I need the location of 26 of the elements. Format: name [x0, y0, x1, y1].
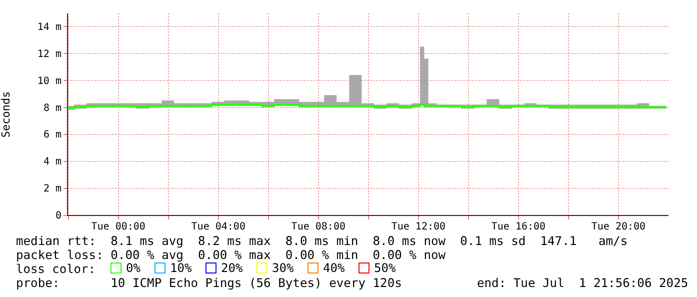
- y-tick-label: 6 m: [43, 130, 62, 141]
- y-tick-label: 10 m: [37, 76, 62, 87]
- y-tick-label: 12 m: [37, 48, 62, 60]
- text: packet loss: 0.00 % avg 0.00 % max 0.00 % min 0.00 % now: [16, 248, 446, 262]
- legend-label: 20%: [221, 261, 244, 275]
- y-tick-label: 14 m: [37, 22, 62, 33]
- text: probe: 10 ICMP Echo Pings (56 Bytes) every 120s: [16, 276, 402, 290]
- legend-title: loss color:: [16, 262, 96, 276]
- x-tick-label: Tue 16:00: [491, 222, 546, 232]
- x-tick-label: Tue 04:00: [191, 222, 246, 232]
- y-tick-label: 2 m: [43, 184, 62, 195]
- legend-label: 50%: [374, 261, 396, 275]
- y-tick-label: 0: [55, 210, 62, 222]
- legend-label: 40%: [323, 261, 346, 275]
- y-axis-title: Seconds: [0, 91, 12, 138]
- y-tick-label: 4 m: [43, 156, 62, 168]
- text: end: Tue Jul 1 21:56:06 2025: [477, 276, 688, 290]
- x-tick-label: Tue 08:00: [291, 222, 346, 232]
- legend-label: 10%: [170, 261, 192, 275]
- y-tick-label: 8 m: [43, 102, 62, 114]
- x-tick-label: Tue 20:00: [591, 222, 646, 232]
- text: median rtt: 8.1 ms avg 8.2 ms max 8.0 ms min 8.0 ms now 0.1 ms sd 147.1 am/s: [16, 234, 628, 248]
- legend-label: 0%: [126, 261, 142, 275]
- x-tick-label: Tue 12:00: [391, 222, 446, 232]
- x-tick-label: Tue 00:00: [91, 222, 146, 232]
- legend-label: 30%: [272, 261, 294, 275]
